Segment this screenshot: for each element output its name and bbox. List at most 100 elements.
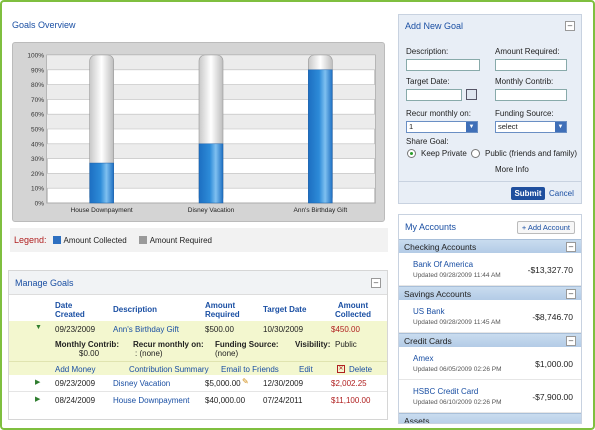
y-tick-label: 0% xyxy=(35,201,45,208)
col-amount-collected[interactable]: Amount Collected xyxy=(334,301,371,319)
description-input[interactable] xyxy=(406,59,480,71)
add-account-button[interactable]: + Add Account xyxy=(516,220,575,234)
public-radio[interactable] xyxy=(471,149,480,158)
category-label: Savings Accounts xyxy=(404,288,472,299)
funding-source-label: Funding Source: xyxy=(495,109,554,118)
y-tick-label: 80% xyxy=(31,82,44,89)
row-required: $5,000.00 xyxy=(205,379,241,388)
expand-row-icon[interactable]: ▶ xyxy=(35,379,41,386)
cancel-link[interactable]: Cancel xyxy=(549,189,574,198)
account-name[interactable]: HSBC Credit Card xyxy=(413,387,479,396)
keep-private-radio[interactable] xyxy=(407,149,416,158)
expand-row-icon[interactable]: ▶ xyxy=(35,396,41,403)
category-label: Credit Cards xyxy=(404,335,452,346)
delete-icon[interactable]: ✕ xyxy=(337,365,345,373)
bar-amount-collected xyxy=(198,143,224,204)
y-tick-label: 60% xyxy=(31,112,44,119)
legend-swatch-collected xyxy=(52,236,61,244)
account-updated: Updated 09/28/2009 11:45 AM xyxy=(413,319,501,326)
my-accounts-panel: My Accounts + Add Account Checking Accou… xyxy=(398,214,582,424)
submit-button[interactable]: Submit xyxy=(511,187,545,200)
account-name[interactable]: US Bank xyxy=(413,307,445,316)
category-checking[interactable]: Checking Accounts – xyxy=(399,239,581,253)
category-collapse-button[interactable]: – xyxy=(566,241,576,252)
row-description-link[interactable]: House Downpayment xyxy=(113,396,190,405)
y-tick-label: 30% xyxy=(31,156,44,163)
x-category-label: House Downpayment xyxy=(71,207,133,214)
edit-link[interactable]: Edit xyxy=(299,365,313,374)
account-name[interactable]: Bank Of America xyxy=(413,260,474,269)
table-row[interactable]: ▼ 09/23/2009 Ann's Birthday Gift $500.00… xyxy=(9,321,387,337)
goals-chart-svg: 0% 10% 20% 30% 40% 50% 60% 70% 80% 90% 100% House D… xyxy=(27,53,376,214)
calendar-icon[interactable] xyxy=(466,89,477,100)
email-friends-link[interactable]: Email to Friends xyxy=(221,365,279,374)
y-tick-label: 20% xyxy=(31,171,44,178)
delete-link[interactable]: Delete xyxy=(349,365,373,374)
account-balance: -$7,900.00 xyxy=(532,392,573,402)
y-tick-label: 40% xyxy=(31,141,44,148)
my-accounts-header: My Accounts + Add Account xyxy=(399,215,581,239)
add-goal-divider xyxy=(399,181,581,182)
add-goal-collapse-button[interactable]: – xyxy=(565,21,575,31)
chevron-down-icon[interactable]: ▼ xyxy=(466,122,477,132)
funding-source-select[interactable]: select ▼ xyxy=(495,121,567,133)
recur-monthly-value: 1 xyxy=(409,122,414,131)
add-goal-title: Add New Goal xyxy=(405,21,464,31)
category-collapse-button[interactable]: – xyxy=(566,335,576,346)
manage-goals-collapse-button[interactable]: – xyxy=(371,277,381,288)
x-category-label: Ann's Birthday Gift xyxy=(294,207,348,214)
my-accounts-title: My Accounts xyxy=(405,222,457,232)
collapse-row-icon[interactable]: ▼ xyxy=(35,324,42,331)
legend-label-required: Amount Required xyxy=(149,235,212,245)
category-savings[interactable]: Savings Accounts – xyxy=(399,286,581,300)
add-money-link[interactable]: Add Money xyxy=(55,365,96,374)
add-goal-header: Add New Goal – xyxy=(399,15,581,37)
row-target: 10/30/2009 xyxy=(263,325,304,334)
account-item[interactable]: Amex Updated 06/05/2009 02:26 PM $1,000.… xyxy=(399,347,581,380)
legend-item-required: Amount Required xyxy=(138,235,212,245)
more-info-link[interactable]: More Info xyxy=(495,165,529,174)
category-assets[interactable]: Assets xyxy=(399,413,581,423)
account-item[interactable]: Bank Of America Updated 09/28/2009 11:44… xyxy=(399,253,581,286)
row-date: 09/23/2009 xyxy=(55,325,96,334)
account-name[interactable]: Amex xyxy=(413,354,434,363)
row-date: 09/23/2009 xyxy=(55,379,96,388)
table-row[interactable]: ▶ 09/23/2009 Disney Vacation $5,000.00 ✎… xyxy=(9,375,387,391)
legend-label-collected: Amount Collected xyxy=(63,235,127,245)
detail-recur-label: Recur monthly on: xyxy=(133,340,204,349)
goals-overview-title: Goals Overview xyxy=(12,20,76,30)
account-item[interactable]: US Bank Updated 09/28/2009 11:45 AM -$8,… xyxy=(399,300,581,333)
col-description[interactable]: Description xyxy=(113,305,158,314)
target-date-label: Target Date: xyxy=(406,77,450,86)
row-description-link[interactable]: Disney Vacation xyxy=(113,379,171,388)
col-amount-required[interactable]: Amount Required xyxy=(205,301,240,319)
target-date-input[interactable] xyxy=(406,89,462,101)
category-collapse-button[interactable]: – xyxy=(566,288,576,299)
amount-required-input[interactable] xyxy=(495,59,567,71)
row-description-link[interactable]: Ann's Birthday Gift xyxy=(113,325,179,334)
bar-amount-collected xyxy=(308,69,333,204)
description-label: Description: xyxy=(406,47,449,56)
chevron-down-icon[interactable]: ▼ xyxy=(555,122,566,132)
manage-goals-header: Manage Goals – xyxy=(9,271,387,295)
col-target-date[interactable]: Target Date xyxy=(263,305,307,314)
account-item[interactable]: HSBC Credit Card Updated 06/10/2009 02:2… xyxy=(399,380,581,413)
account-updated: Updated 06/10/2009 02:26 PM xyxy=(413,399,502,406)
detail-monthly-label: Monthly Contrib: xyxy=(55,340,119,349)
monthly-contrib-input[interactable] xyxy=(495,89,567,101)
col-date-created[interactable]: Date Created xyxy=(55,301,85,319)
contribution-summary-link[interactable]: Contribution Summary xyxy=(129,365,209,374)
table-row[interactable]: ▶ 08/24/2009 House Downpayment $40,000.0… xyxy=(9,391,387,407)
row-target: 07/24/2011 xyxy=(263,396,303,405)
pencil-icon[interactable]: ✎ xyxy=(242,377,249,386)
chart-legend: Legend: Amount Collected Amount Required xyxy=(10,228,388,252)
x-category-label: Disney Vacation xyxy=(188,207,235,214)
category-credit-cards[interactable]: Credit Cards – xyxy=(399,333,581,347)
recur-monthly-select[interactable]: 1 ▼ xyxy=(406,121,478,133)
goals-table-header: Date Created Description Amount Required… xyxy=(9,297,387,321)
legend-title: Legend: xyxy=(14,235,47,245)
bar-amount-collected xyxy=(89,162,114,204)
legend-item-collected: Amount Collected xyxy=(52,235,127,245)
monthly-contrib-label: Monthly Contrib: xyxy=(495,77,554,86)
detail-visibility-value: Public xyxy=(335,340,357,349)
